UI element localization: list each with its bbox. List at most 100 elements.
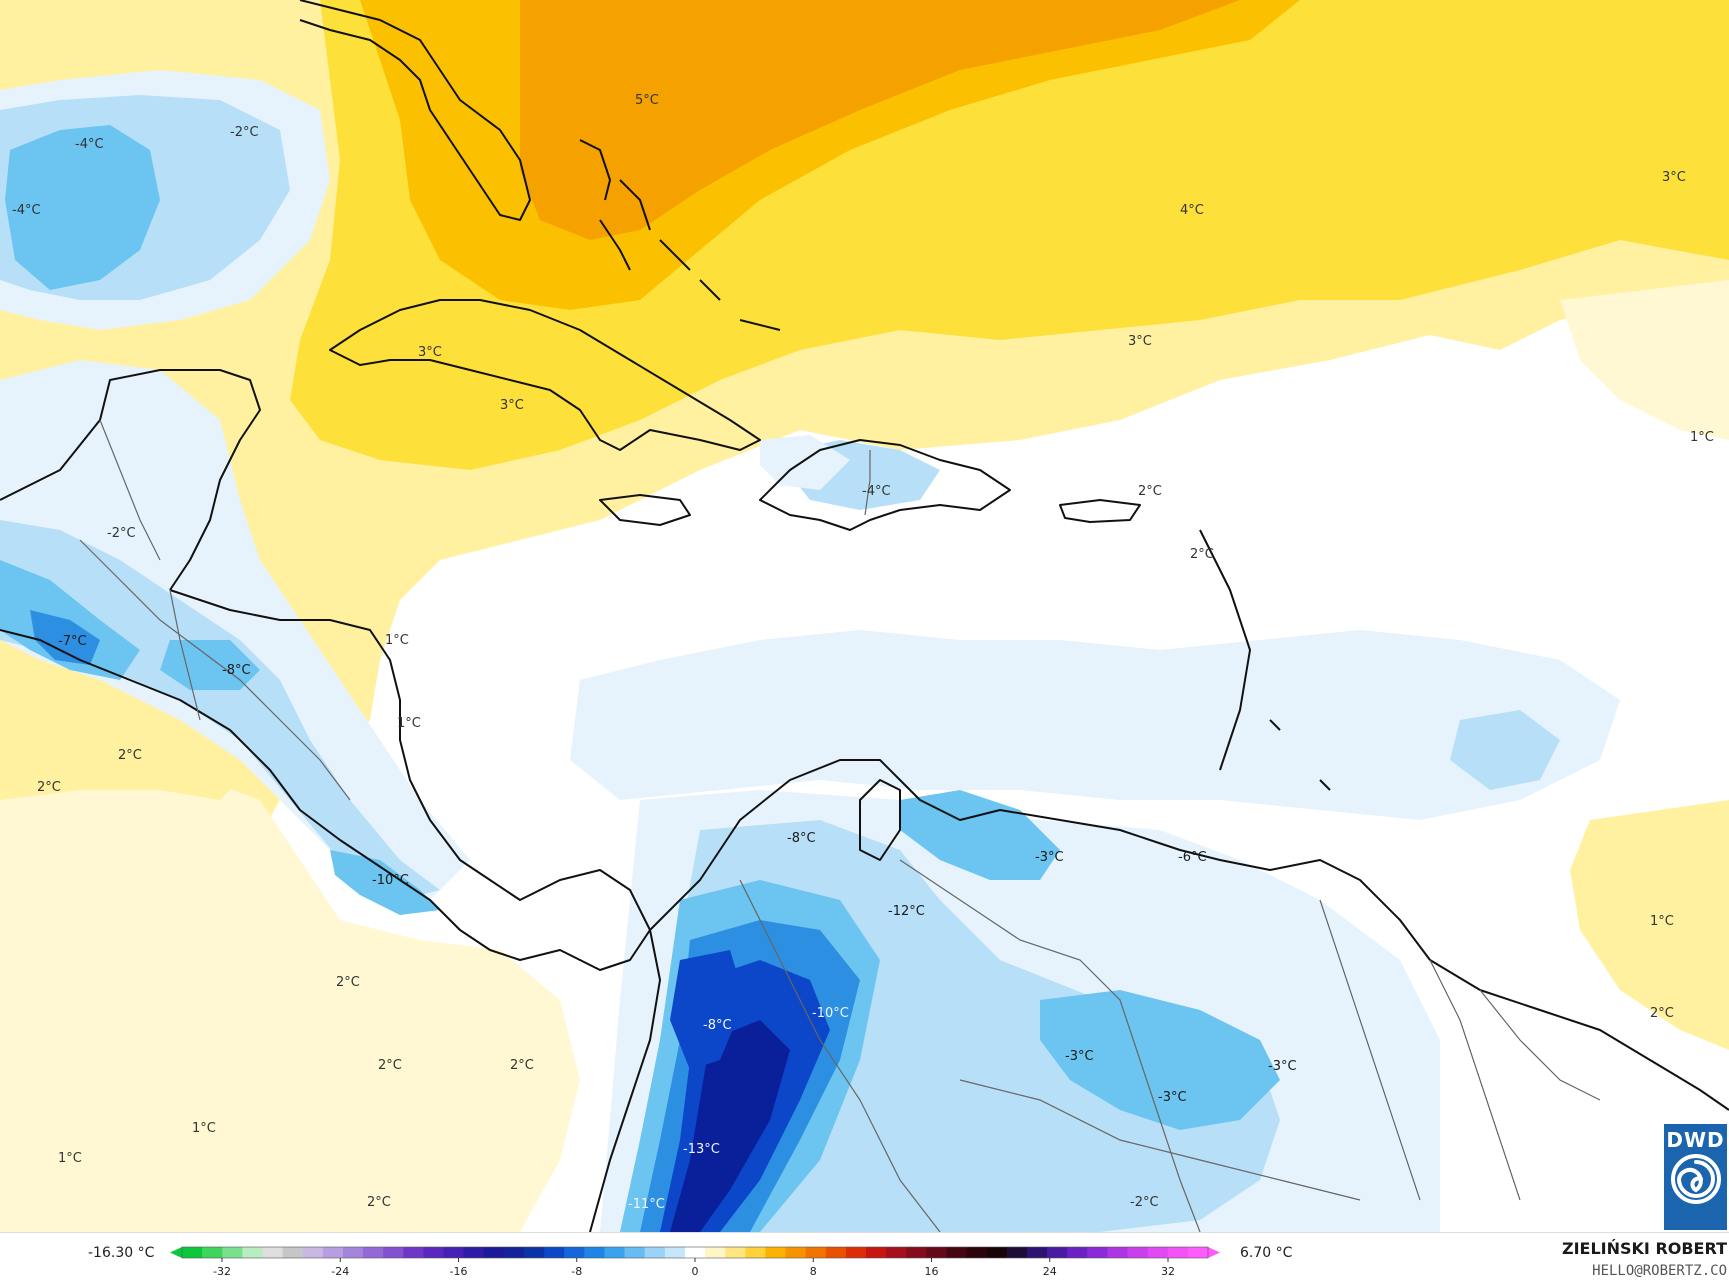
contour-label: -4°C bbox=[12, 203, 41, 218]
field-blue-guatemala bbox=[30, 610, 100, 665]
dwd-logo-text: DWD bbox=[1666, 1128, 1725, 1152]
colorbar-cell bbox=[805, 1247, 827, 1258]
contour-label: -3°C bbox=[1065, 1049, 1094, 1064]
colorbar-cell bbox=[1187, 1247, 1209, 1258]
colorbar-cell bbox=[1026, 1247, 1048, 1258]
colorbar-cell bbox=[242, 1247, 264, 1258]
field-sky-blue-venezuela-a bbox=[1040, 990, 1280, 1130]
colorbar-tick-label: 32 bbox=[1161, 1265, 1175, 1278]
contour-label: -2°C bbox=[230, 125, 259, 140]
cold-anomaly-field bbox=[0, 70, 1620, 1232]
coast-central-america bbox=[0, 589, 651, 971]
colorbar-cell bbox=[544, 1247, 565, 1258]
contour-label: 3°C bbox=[1128, 334, 1152, 349]
contour-labels: 5°C -4°C -2°C -4°C 4°C 3°C 3°C 3°C 3°C 1… bbox=[12, 93, 1714, 1212]
border-south-america-2 bbox=[899, 859, 1201, 1232]
field-dark-blue-west-ridge bbox=[670, 950, 745, 1070]
colorbar-tick-label: 8 bbox=[810, 1265, 817, 1278]
border-central-america-2 bbox=[169, 589, 201, 721]
colorbar-cells bbox=[170, 1246, 1220, 1259]
colorbar: -32 -24 -16 -8 0 8 16 24 32 bbox=[170, 1246, 1220, 1278]
contour-label: 3°C bbox=[1662, 170, 1686, 185]
colorbar-cell bbox=[443, 1247, 465, 1258]
colorbar-cell bbox=[624, 1247, 646, 1258]
contour-label: -11°C bbox=[628, 1197, 665, 1212]
warm-anomaly-field bbox=[0, 0, 1729, 1232]
contour-label: -3°C bbox=[1035, 850, 1064, 865]
contour-label: 3°C bbox=[500, 398, 524, 413]
coast-bahamas bbox=[579, 139, 781, 331]
contour-label: -2°C bbox=[107, 526, 136, 541]
field-sky-blue-nw bbox=[5, 125, 160, 290]
colorbar-cell bbox=[1127, 1247, 1149, 1258]
colorbar-cell bbox=[524, 1247, 545, 1258]
contour-label: -6°C bbox=[1178, 850, 1207, 865]
colorbar-cell bbox=[483, 1247, 505, 1258]
field-pale-yellow-southwest bbox=[0, 760, 580, 1232]
colorbar-cell bbox=[302, 1247, 324, 1258]
colorbar-tick-label: -8 bbox=[571, 1265, 582, 1278]
contour-label: -12°C bbox=[888, 904, 925, 919]
colorbar-cell bbox=[866, 1247, 887, 1258]
border-south-america-1 bbox=[739, 879, 941, 1232]
field-light-yellow-east bbox=[1570, 800, 1729, 1050]
contour-label: -3°C bbox=[1268, 1059, 1297, 1074]
contour-label: -4°C bbox=[75, 137, 104, 152]
contour-label: 2°C bbox=[378, 1058, 402, 1073]
contour-label: 1°C bbox=[1690, 430, 1714, 445]
colorbar-cell bbox=[182, 1247, 203, 1258]
border-central-america-1 bbox=[79, 539, 351, 801]
field-pale-blue-caribbean bbox=[570, 630, 1620, 820]
contour-label: -10°C bbox=[812, 1006, 849, 1021]
contour-label: -3°C bbox=[1158, 1090, 1187, 1105]
contour-label: 1°C bbox=[397, 716, 421, 731]
colorbar-cell bbox=[1087, 1247, 1109, 1258]
field-navy-andes bbox=[670, 1020, 790, 1232]
colorbar-cell bbox=[423, 1247, 445, 1258]
swirl-icon bbox=[1670, 1154, 1721, 1204]
field-light-yellow-east-2 bbox=[1560, 280, 1729, 440]
colorbar-cell bbox=[463, 1247, 485, 1258]
legend-min-value: -16.30 °C bbox=[88, 1245, 155, 1261]
contour-label: -2°C bbox=[1130, 1195, 1159, 1210]
legend-bar: -16.30 °C -32 -24 -16 -8 0 8 16 24 32 6.70 °C ZI… bbox=[0, 1232, 1729, 1287]
contour-label: 3°C bbox=[418, 345, 442, 360]
contour-label: -8°C bbox=[222, 663, 251, 678]
colorbar-cell bbox=[926, 1247, 948, 1258]
colorbar-cell bbox=[906, 1247, 927, 1258]
colorbar-cell bbox=[966, 1247, 988, 1258]
colorbar-cell bbox=[503, 1247, 525, 1258]
colorbar-cell bbox=[1167, 1247, 1189, 1258]
colorbar-cell bbox=[1067, 1247, 1088, 1258]
coast-puerto-rico bbox=[1059, 499, 1141, 523]
colorbar-ticks: -32 -24 -16 -8 0 8 16 24 32 bbox=[213, 1258, 1175, 1278]
contour-label: 1°C bbox=[385, 633, 409, 648]
colorbar-cell bbox=[604, 1247, 626, 1258]
border-south-america-4 bbox=[1429, 959, 1521, 1201]
author-name: ZIELIŃSKI ROBERT bbox=[1561, 1239, 1727, 1258]
field-pale-blue-central-america bbox=[0, 360, 470, 900]
coast-lesser-antilles bbox=[1199, 529, 1331, 791]
legend-max-value: 6.70 °C bbox=[1240, 1245, 1293, 1261]
colorbar-cell bbox=[785, 1247, 807, 1258]
contour-label: 2°C bbox=[118, 748, 142, 763]
field-sky-blue-costa-rica bbox=[330, 850, 440, 915]
contour-label: -8°C bbox=[703, 1018, 732, 1033]
colorbar-cell bbox=[1047, 1247, 1068, 1258]
colorbar-cell bbox=[564, 1247, 585, 1258]
colorbar-cell bbox=[765, 1247, 787, 1258]
colorbar-cell bbox=[946, 1247, 968, 1258]
dwd-logo: DWD bbox=[1662, 1122, 1729, 1232]
contour-label: 1°C bbox=[192, 1121, 216, 1136]
colorbar-cell bbox=[986, 1247, 1008, 1258]
contour-label: 4°C bbox=[1180, 203, 1204, 218]
colorbar-cell bbox=[363, 1247, 384, 1258]
colorbar-min-arrow bbox=[170, 1247, 182, 1258]
contour-label: -13°C bbox=[683, 1142, 720, 1157]
colorbar-tick-label: -24 bbox=[331, 1265, 349, 1278]
coast-maracaibo bbox=[859, 779, 901, 861]
contour-label: -7°C bbox=[58, 634, 87, 649]
colorbar-cell bbox=[684, 1247, 706, 1258]
contour-label: 2°C bbox=[510, 1058, 534, 1073]
